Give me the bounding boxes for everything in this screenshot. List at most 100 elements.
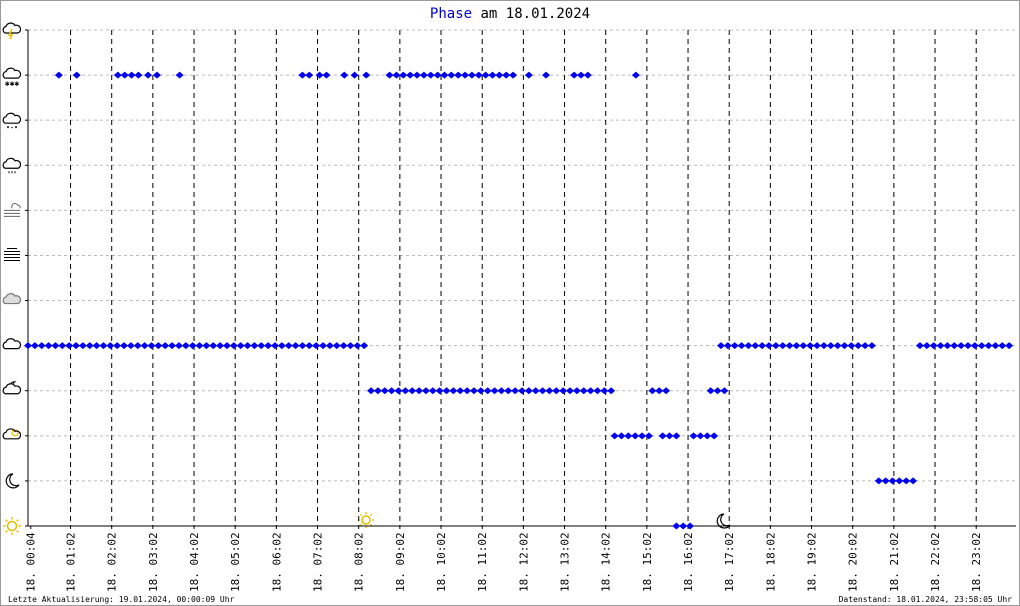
x-tick-label: 18. 21:02 bbox=[888, 532, 901, 592]
point bbox=[229, 342, 238, 350]
x-tick-label: 18. 01:02 bbox=[65, 532, 78, 592]
point bbox=[44, 342, 53, 350]
point bbox=[902, 477, 911, 485]
chart-title: Phase am 18.01.2024 bbox=[430, 6, 590, 22]
x-tick-label: 18. 07:02 bbox=[312, 532, 325, 592]
y-tick-icon bbox=[2, 381, 22, 395]
point bbox=[577, 71, 586, 79]
point bbox=[291, 342, 300, 350]
x-tick-label: 18. 05:02 bbox=[229, 532, 242, 592]
icon-fog bbox=[4, 209, 20, 217]
point bbox=[243, 342, 252, 350]
x-tick-label: 18. 08:02 bbox=[353, 532, 366, 592]
x-tick-label: 18. 20:02 bbox=[847, 532, 860, 592]
point bbox=[758, 342, 767, 350]
x-tick-label: 18. 16:02 bbox=[682, 532, 695, 592]
icon-cloud bbox=[11, 203, 21, 209]
icon-cloud bbox=[2, 112, 22, 124]
point bbox=[495, 71, 504, 79]
y-tick-icon bbox=[4, 247, 20, 261]
title-highlight: Phase bbox=[430, 6, 472, 22]
point bbox=[415, 387, 424, 395]
point bbox=[106, 342, 115, 350]
point bbox=[792, 342, 801, 350]
point bbox=[469, 387, 478, 395]
point bbox=[126, 342, 135, 350]
point bbox=[531, 387, 540, 395]
point bbox=[442, 387, 451, 395]
point bbox=[586, 387, 595, 395]
point bbox=[710, 432, 719, 440]
point bbox=[394, 387, 403, 395]
point bbox=[854, 342, 863, 350]
point bbox=[991, 342, 1000, 350]
icon-sun bbox=[6, 520, 18, 532]
point bbox=[456, 387, 465, 395]
point bbox=[922, 342, 931, 350]
y-tick-icon bbox=[2, 22, 22, 40]
x-tick-label: 18. 13:02 bbox=[559, 532, 572, 592]
icon-rays bbox=[3, 517, 21, 535]
footer-right: Datenstand: 18.01.2024, 23:58:05 Uhr bbox=[839, 595, 1013, 604]
point bbox=[833, 342, 842, 350]
icon-cloud bbox=[2, 383, 22, 395]
icon-cloud bbox=[2, 338, 22, 350]
point bbox=[72, 342, 81, 350]
x-tick-label: 18. 03:02 bbox=[147, 532, 160, 592]
point bbox=[545, 387, 554, 395]
point bbox=[476, 387, 485, 395]
y-tick-icon bbox=[2, 112, 22, 129]
point bbox=[467, 71, 476, 79]
point bbox=[672, 522, 681, 530]
point bbox=[915, 342, 924, 350]
point bbox=[970, 342, 979, 350]
point bbox=[298, 342, 307, 350]
point bbox=[426, 71, 435, 79]
point bbox=[662, 387, 671, 395]
point bbox=[631, 71, 640, 79]
point bbox=[113, 71, 122, 79]
point bbox=[222, 342, 231, 350]
point bbox=[861, 342, 870, 350]
point bbox=[85, 342, 94, 350]
point bbox=[524, 387, 533, 395]
point bbox=[658, 432, 667, 440]
point bbox=[552, 387, 561, 395]
point bbox=[419, 71, 428, 79]
point bbox=[950, 342, 959, 350]
point bbox=[202, 342, 211, 350]
point bbox=[380, 387, 389, 395]
point bbox=[631, 432, 640, 440]
point bbox=[385, 71, 394, 79]
point bbox=[51, 342, 60, 350]
point bbox=[542, 71, 551, 79]
x-tick-label: 18. 15:02 bbox=[641, 532, 654, 592]
point bbox=[847, 342, 856, 350]
point bbox=[454, 71, 463, 79]
point bbox=[813, 342, 822, 350]
point bbox=[583, 71, 592, 79]
point bbox=[152, 71, 161, 79]
point bbox=[511, 387, 520, 395]
x-tick-label: 18. 23:02 bbox=[970, 532, 983, 592]
point bbox=[665, 432, 674, 440]
point bbox=[895, 477, 904, 485]
point bbox=[181, 342, 190, 350]
point bbox=[716, 342, 725, 350]
y-tick-icon: ✱✱✱ bbox=[2, 67, 22, 88]
point bbox=[250, 342, 259, 350]
point bbox=[638, 432, 647, 440]
point bbox=[490, 387, 499, 395]
point bbox=[461, 71, 470, 79]
x-tick-label: 18. 14:02 bbox=[600, 532, 613, 592]
point bbox=[322, 71, 331, 79]
icon-cloud bbox=[2, 22, 22, 34]
point bbox=[957, 342, 966, 350]
y-tick-icon bbox=[5, 473, 20, 489]
point bbox=[392, 71, 401, 79]
point bbox=[346, 342, 355, 350]
x-tick-label: 18. 17:02 bbox=[723, 532, 736, 592]
point bbox=[387, 387, 396, 395]
point bbox=[58, 342, 67, 350]
x-tick-label: 18. 18:02 bbox=[764, 532, 777, 592]
